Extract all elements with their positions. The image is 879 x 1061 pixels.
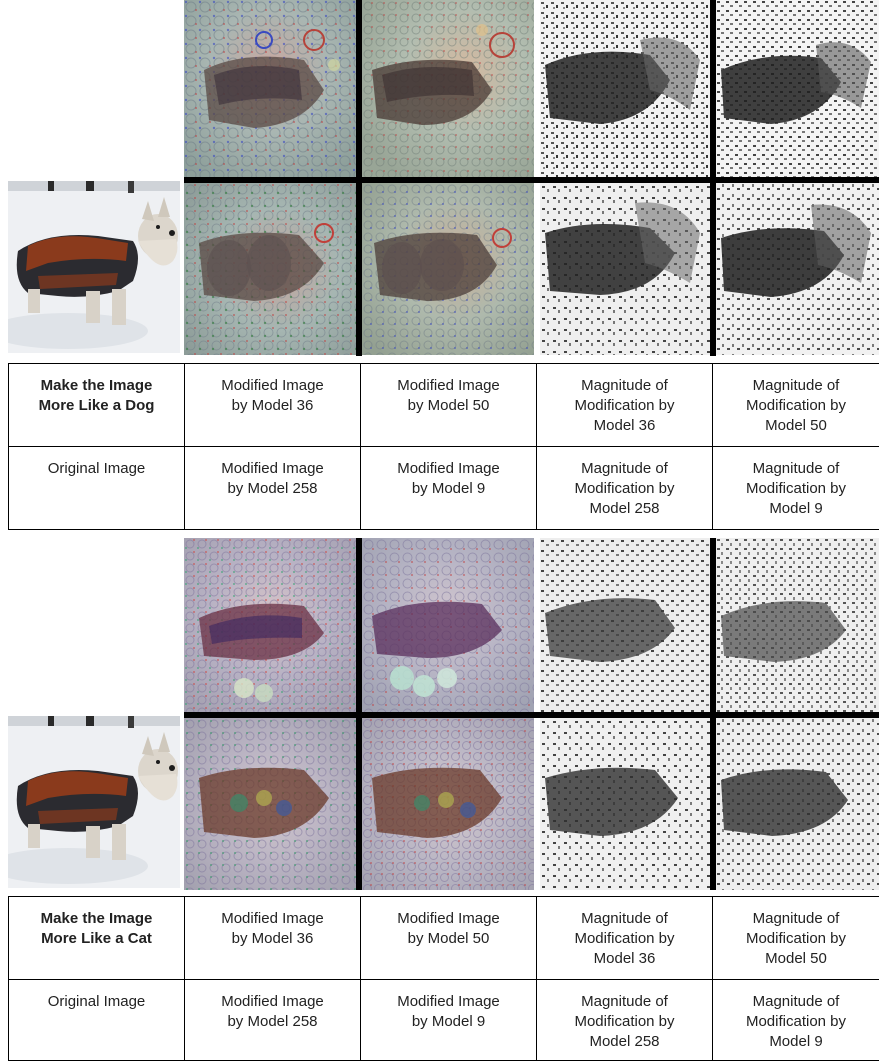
cat-image-grid bbox=[0, 538, 879, 890]
table-cell: Modified Image by Model 9 bbox=[361, 980, 537, 1061]
table-cell: Magnitude of Modification by Model 36 bbox=[537, 897, 713, 980]
modified-image-model-258-cat bbox=[184, 718, 356, 890]
magnitude-model-258-dog bbox=[540, 183, 710, 355]
table-cell: Magnitude of Modification by Model 36 bbox=[537, 364, 713, 447]
table-cell: Original Image bbox=[9, 980, 185, 1061]
table-cell: Modified Image by Model 9 bbox=[361, 447, 537, 530]
dog-section: Make the Image More Like a Dog Modified … bbox=[0, 0, 879, 530]
modified-image-model-36-dog bbox=[184, 0, 356, 177]
dog-caption-table: Make the Image More Like a Dog Modified … bbox=[8, 363, 879, 530]
modified-image-model-258-dog bbox=[184, 183, 356, 355]
table-cell: Magnitude of Modification by Model 9 bbox=[713, 447, 879, 530]
magnitude-model-50-dog bbox=[716, 0, 879, 177]
table-cell: Magnitude of Modification by Model 50 bbox=[713, 897, 879, 980]
table-cell: Magnitude of Modification by Model 9 bbox=[713, 980, 879, 1061]
magnitude-model-36-dog bbox=[540, 0, 710, 177]
table-cell: Modified Image by Model 36 bbox=[185, 897, 361, 980]
magnitude-model-9-cat bbox=[716, 718, 879, 890]
modified-image-model-9-dog bbox=[362, 183, 534, 355]
separator-horizontal bbox=[184, 177, 879, 183]
dog-image-grid bbox=[0, 0, 879, 356]
modified-image-model-50-dog bbox=[362, 0, 534, 177]
magnitude-model-258-cat bbox=[540, 718, 710, 890]
modified-image-model-50-cat bbox=[362, 538, 534, 712]
original-image-cat-section bbox=[8, 716, 180, 888]
cat-section: Make the Image More Like a Cat Modified … bbox=[0, 538, 879, 1059]
table-row: Make the Image More Like a Dog Modified … bbox=[9, 364, 879, 447]
magnitude-model-36-cat bbox=[540, 538, 710, 712]
cat-caption-table: Make the Image More Like a Cat Modified … bbox=[8, 896, 879, 1061]
dog-task-label: Make the Image More Like a Dog bbox=[9, 364, 185, 447]
table-row: Original Image Modified Image by Model 2… bbox=[9, 980, 879, 1061]
original-image-dog-section bbox=[8, 181, 180, 353]
table-cell: Magnitude of Modification by Model 258 bbox=[537, 980, 713, 1061]
magnitude-model-9-dog bbox=[716, 183, 879, 355]
modified-image-model-9-cat bbox=[362, 718, 534, 890]
table-cell: Magnitude of Modification by Model 258 bbox=[537, 447, 713, 530]
magnitude-model-50-cat bbox=[716, 538, 879, 712]
cat-task-label: Make the Image More Like a Cat bbox=[9, 897, 185, 980]
table-row: Make the Image More Like a Cat Modified … bbox=[9, 897, 879, 980]
table-row: Original Image Modified Image by Model 2… bbox=[9, 447, 879, 530]
table-cell: Modified Image by Model 50 bbox=[361, 364, 537, 447]
table-cell: Modified Image by Model 258 bbox=[185, 447, 361, 530]
table-cell: Modified Image by Model 50 bbox=[361, 897, 537, 980]
modified-image-model-36-cat bbox=[184, 538, 356, 712]
table-cell: Modified Image by Model 36 bbox=[185, 364, 361, 447]
table-cell: Magnitude of Modification by Model 50 bbox=[713, 364, 879, 447]
table-cell: Original Image bbox=[9, 447, 185, 530]
table-cell: Modified Image by Model 258 bbox=[185, 980, 361, 1061]
separator-horizontal bbox=[184, 712, 879, 718]
